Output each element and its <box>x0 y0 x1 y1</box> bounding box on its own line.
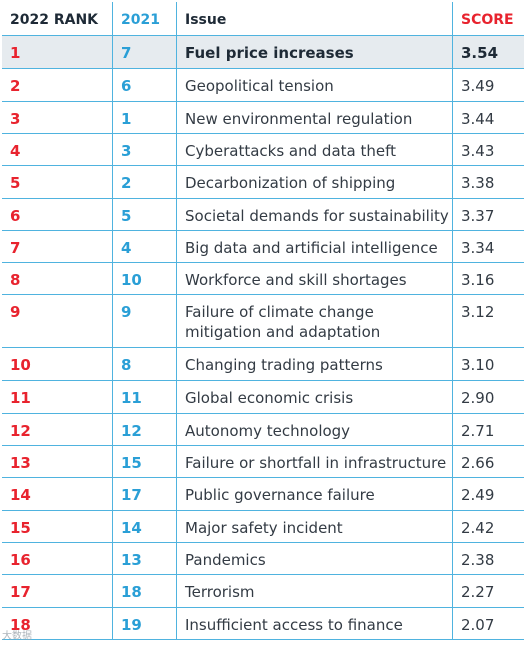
score-cell: 3.44 <box>452 102 524 133</box>
watermark-text: 大数据 <box>2 631 32 642</box>
table-row: 7 4 Big data and artificial intelligence 3.… <box>2 231 524 263</box>
table-row: 13 15 Failure or shortfall in infrastructu… <box>2 446 524 478</box>
score-cell: 3.10 <box>452 348 524 380</box>
prev-rank-cell: 9 <box>112 295 176 347</box>
rank-cell: 3 <box>10 110 21 128</box>
issue-cell: Decarbonization of shipping <box>176 166 452 198</box>
table-row: 4 3 Cyberattacks and data theft 3.43 <box>2 134 524 166</box>
rank-cell: 7 <box>10 239 21 257</box>
prev-rank-cell: 13 <box>112 543 176 574</box>
table-row: 17 18 Terrorism 2.27 <box>2 575 524 608</box>
rank-cell: 18 <box>10 616 31 634</box>
rank-cell: 12 <box>10 422 31 440</box>
rank-cell: 15 <box>10 519 31 537</box>
prev-rank-cell: 8 <box>112 348 176 380</box>
score-cell: 3.34 <box>452 231 524 262</box>
header-rank: 2022 RANK <box>10 12 99 28</box>
prev-rank-cell: 19 <box>112 608 176 639</box>
rank-cell: 16 <box>10 551 31 569</box>
score-cell: 2.90 <box>452 381 524 413</box>
header-issue: Issue <box>176 2 452 35</box>
prev-rank-cell: 14 <box>112 511 176 542</box>
table-row: 9 9 Failure of climate change mitigation a… <box>2 295 524 348</box>
issue-cell: Insufficient access to finance <box>176 608 452 639</box>
score-cell: 3.49 <box>452 69 524 101</box>
score-cell: 3.38 <box>452 166 524 198</box>
score-cell: 2.42 <box>452 511 524 542</box>
table-row: 15 14 Major safety incident 2.42 <box>2 511 524 543</box>
score-cell: 3.16 <box>452 263 524 294</box>
table-row: 16 13 Pandemics 2.38 <box>2 543 524 575</box>
table-row: 11 11 Global economic crisis 2.90 <box>2 381 524 414</box>
issue-cell: Failure of climate change mitigation and… <box>176 295 452 347</box>
table-row: 2 6 Geopolitical tension 3.49 <box>2 69 524 102</box>
issue-cell: Fuel price increases <box>176 36 452 68</box>
prev-rank-cell: 4 <box>112 231 176 262</box>
table-row: 6 5 Societal demands for sustainability 3.3… <box>2 199 524 231</box>
prev-rank-cell: 2 <box>112 166 176 198</box>
issue-cell: Big data and artificial intelligence <box>176 231 452 262</box>
rank-cell: 6 <box>10 207 21 225</box>
rank-cell: 5 <box>10 174 21 192</box>
issue-cell: Workforce and skill shortages <box>176 263 452 294</box>
prev-rank-cell: 7 <box>112 36 176 68</box>
score-cell: 2.07 <box>452 608 524 639</box>
rank-cell: 2 <box>10 77 21 95</box>
issue-cell: Major safety incident <box>176 511 452 542</box>
prev-rank-cell: 6 <box>112 69 176 101</box>
rank-cell: 17 <box>10 583 31 601</box>
table-body: 1 7 Fuel price increases 3.54 2 6 Geopolitical… <box>2 36 524 640</box>
issue-cell: Changing trading patterns <box>176 348 452 380</box>
score-cell: 2.66 <box>452 446 524 477</box>
table-row: 1 7 Fuel price increases 3.54 <box>2 36 524 69</box>
table-row: 5 2 Decarbonization of shipping 3.38 <box>2 166 524 199</box>
prev-rank-cell: 3 <box>112 134 176 165</box>
score-cell: 2.71 <box>452 414 524 445</box>
table-row: 18 19 Insufficient access to finance 2.07 <box>2 608 524 640</box>
issue-cell: Societal demands for sustainability <box>176 199 452 230</box>
issue-cell: Failure or shortfall in infrastructure <box>176 446 452 477</box>
table-row: 12 12 Autonomy technology 2.71 <box>2 414 524 446</box>
prev-rank-cell: 17 <box>112 478 176 510</box>
rank-cell: 11 <box>10 389 31 407</box>
score-cell: 3.37 <box>452 199 524 230</box>
issue-cell: New environmental regulation <box>176 102 452 133</box>
prev-rank-cell: 10 <box>112 263 176 294</box>
issue-cell: Terrorism <box>176 575 452 607</box>
table-row: 8 10 Workforce and skill shortages 3.16 <box>2 263 524 295</box>
prev-rank-cell: 5 <box>112 199 176 230</box>
table-row: 3 1 New environmental regulation 3.44 <box>2 102 524 134</box>
rank-cell: 8 <box>10 271 21 289</box>
rank-cell: 10 <box>10 356 31 374</box>
rank-cell: 9 <box>10 303 21 321</box>
rank-cell: 14 <box>10 486 31 504</box>
score-cell: 3.54 <box>452 36 524 68</box>
prev-rank-cell: 18 <box>112 575 176 607</box>
rank-cell: 13 <box>10 454 31 472</box>
risk-ranking-table: 2022 RANK 2021 Issue SCORE 1 7 Fuel price … <box>2 2 524 640</box>
prev-rank-cell: 11 <box>112 381 176 413</box>
score-cell: 3.43 <box>452 134 524 165</box>
score-cell: 3.12 <box>452 295 524 347</box>
prev-rank-cell: 15 <box>112 446 176 477</box>
issue-cell: Public governance failure <box>176 478 452 510</box>
issue-cell: Geopolitical tension <box>176 69 452 101</box>
issue-cell: Global economic crisis <box>176 381 452 413</box>
score-cell: 2.27 <box>452 575 524 607</box>
score-cell: 2.38 <box>452 543 524 574</box>
issue-cell: Pandemics <box>176 543 452 574</box>
table-row: 14 17 Public governance failure 2.49 <box>2 478 524 511</box>
rank-cell: 4 <box>10 142 21 160</box>
table-header: 2022 RANK 2021 Issue SCORE <box>2 2 524 36</box>
table-row: 10 8 Changing trading patterns 3.10 <box>2 348 524 381</box>
issue-cell: Cyberattacks and data theft <box>176 134 452 165</box>
score-cell: 2.49 <box>452 478 524 510</box>
header-score: SCORE <box>452 2 524 35</box>
rank-cell: 1 <box>10 44 21 62</box>
prev-rank-cell: 12 <box>112 414 176 445</box>
issue-cell: Autonomy technology <box>176 414 452 445</box>
header-2021: 2021 <box>112 2 176 35</box>
prev-rank-cell: 1 <box>112 102 176 133</box>
